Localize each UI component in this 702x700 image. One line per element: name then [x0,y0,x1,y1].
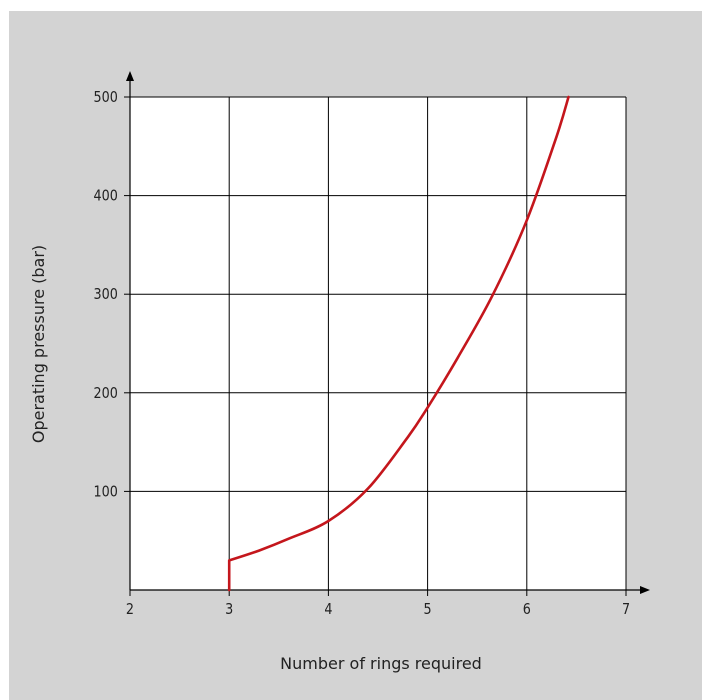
y-axis-arrow-icon [126,71,134,81]
y-tick-labels: 100 200 300 400 500 [94,89,130,501]
x-axis-title: Number of rings required [280,654,482,673]
axes [126,71,650,594]
plot-area [130,97,626,590]
x-axis-arrow-icon [640,586,650,594]
y-tick-label: 400 [94,188,118,205]
x-tick-label: 5 [424,601,432,618]
x-tick-label: 4 [324,601,332,618]
x-tick-label: 3 [225,601,233,618]
x-tick-label: 2 [126,601,134,618]
x-tick-label: 6 [523,601,531,618]
x-tick-label: 7 [622,601,630,618]
y-tick-label: 500 [94,89,118,106]
grid [130,96,627,590]
y-tick-label: 200 [94,385,118,402]
y-axis-title: Operating pressure (bar) [29,245,48,443]
y-tick-label: 300 [94,286,118,303]
y-tick-label: 100 [94,483,118,500]
x-tick-labels: 2 3 4 5 6 7 [126,590,630,618]
series-line [227,95,570,592]
